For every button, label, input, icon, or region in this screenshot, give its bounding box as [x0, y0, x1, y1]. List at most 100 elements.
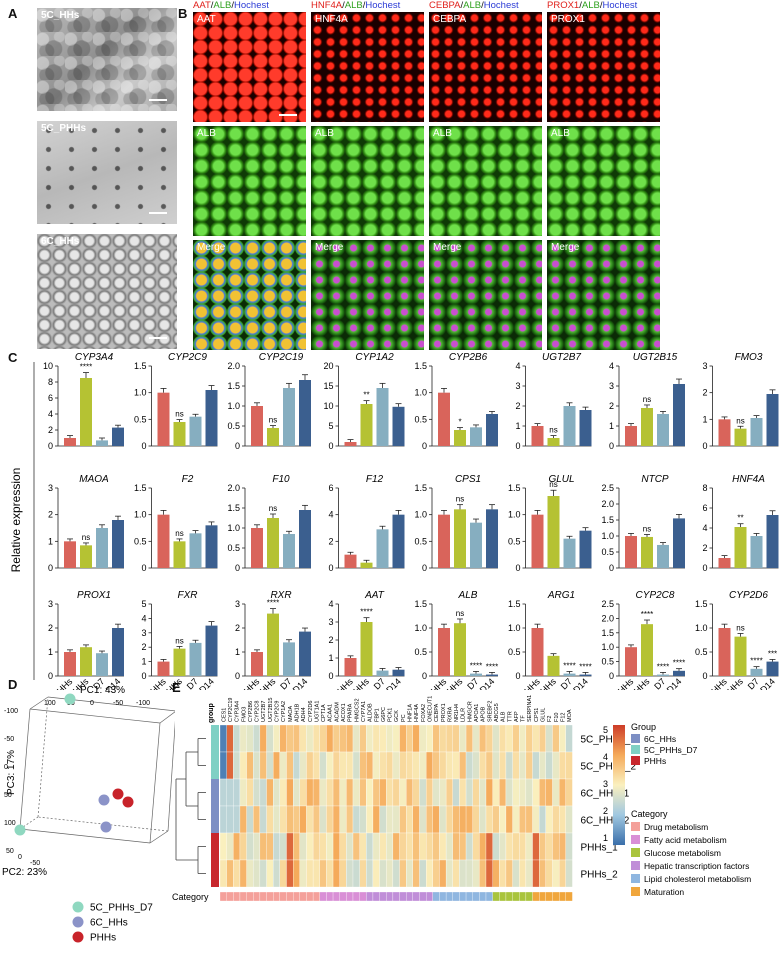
category-strip-cell [312, 891, 320, 902]
gene-title: NTCP [641, 474, 669, 485]
heatmap-cell [266, 832, 274, 861]
heatmap-cell [332, 859, 340, 888]
heatmap-cell [319, 832, 327, 861]
bar-6c_hhs [80, 378, 92, 446]
bar-5c_phhs_d14 [299, 380, 311, 446]
bar-6c_hhs [173, 648, 186, 676]
heatmap-cell [366, 859, 374, 888]
heatmap-cell [372, 751, 380, 780]
heatmap-cell [319, 724, 327, 753]
category-strip-cell [525, 891, 533, 902]
heatmap-cell [392, 724, 400, 753]
if-tile-cebpa-row2: ALB [429, 126, 542, 236]
heatmap-cell [246, 805, 254, 834]
heatmap-cell [386, 724, 394, 753]
heatmap-cell [452, 832, 460, 861]
heatmap-cell [226, 751, 234, 780]
y-tick-label: 0 [235, 441, 240, 451]
heatmap-cell [293, 724, 300, 753]
gene-label: F10 [554, 713, 560, 722]
pc1-tick-label: 0 [90, 700, 94, 707]
bar-6c_hhs [734, 636, 747, 676]
heatmap-cell [465, 724, 473, 753]
heatmap-cell [412, 805, 420, 834]
heatmap-cell [432, 832, 440, 861]
y-tick-label: 1.0 [695, 623, 708, 633]
heatmap-cell [539, 832, 547, 861]
heatmap-cell [425, 805, 433, 834]
row-label: PHHs_1 [580, 843, 618, 854]
bar-5c_phhs_d7 [189, 533, 202, 568]
row-label: 6C_HHs_2 [580, 816, 629, 827]
colorbar-tick-label: 4 [603, 752, 608, 762]
heatmap-cell [425, 832, 433, 861]
y-tick-label: 0 [609, 671, 614, 681]
stain-title-hnf4a: HNF4A/ALB/Hochest [311, 0, 400, 11]
bar-phhs [251, 652, 263, 676]
y-tick-label: 1.5 [134, 483, 147, 493]
heatmap-cell [326, 859, 334, 888]
bar-5c_phhs_d14 [766, 661, 779, 676]
y-tick-label: 2 [609, 401, 614, 411]
heatmap-cell [552, 805, 560, 834]
y-tick-label: 1.0 [134, 388, 147, 398]
y-tick-label: 2.0 [601, 499, 614, 509]
bar-5c_phhs_d7 [189, 642, 202, 676]
gene-label: CYP2C9 [275, 701, 281, 722]
gene-label: RXRA [447, 706, 453, 722]
category-strip-cell [492, 891, 500, 902]
y-tick-label: 6 [48, 393, 53, 403]
y-tick-label: 4 [328, 599, 333, 609]
heatmap-cell [339, 832, 347, 861]
pc2-tick-label: 50 [6, 848, 14, 855]
heatmap-cell [492, 751, 500, 780]
stain-title-segment: Hochest [365, 0, 401, 11]
heatmap-cell [565, 805, 573, 834]
gene-label: ALDOB [368, 703, 374, 722]
category-strip-cell [512, 891, 520, 902]
pca-cube-edge [19, 828, 151, 844]
pc2-tick-label: -50 [30, 860, 40, 867]
y-tick-label: 3 [48, 599, 53, 609]
bar-5c_phhs_d14 [579, 530, 592, 568]
heatmap-cell [299, 724, 307, 753]
category-legend-swatch [631, 861, 640, 870]
heatmap-cell [352, 778, 360, 807]
tile-label: Merge [551, 242, 580, 253]
y-tick-label: 2 [702, 388, 707, 398]
y-tick-label: 0 [141, 671, 146, 681]
heatmap-cell [425, 724, 433, 753]
significance-label: ns [175, 410, 183, 419]
y-tick-label: 2.5 [601, 483, 614, 493]
category-strip-cell [445, 891, 453, 902]
bar-chart-fmo3: FMO3 0 1 2 3 ns [702, 352, 779, 451]
heatmap-cell [479, 805, 487, 834]
heatmap-cell [253, 751, 261, 780]
bar-chart-arg1: ARG100.51.01.5PHHs6C_HHs****5C_PHHs_D7**… [508, 590, 592, 690]
bar-5c_phhs_d14 [205, 390, 218, 446]
y-tick-label: 4 [141, 613, 146, 623]
gene-title: CYP2C19 [259, 352, 304, 363]
category-legend-swatch [631, 887, 640, 896]
group-strip-cell [211, 806, 219, 833]
y-tick-label: 1.5 [134, 361, 147, 371]
bar-chart-maoa: MAOA 0 1 2 3 ns [48, 474, 124, 573]
y-tick-label: 10 [43, 361, 53, 371]
heatmap-cell [558, 778, 566, 807]
heatmap-cell [366, 778, 374, 807]
tile-texture [429, 240, 542, 350]
category-strip-cell [439, 891, 447, 902]
heatmap-cell [306, 751, 314, 780]
heatmap-cell [326, 832, 334, 861]
y-tick-label: 1 [141, 657, 146, 667]
heatmap-cell [372, 778, 380, 807]
gene-label: CYP2C19 [228, 698, 234, 722]
group-legend-label: 5C_PHHs_D7 [644, 745, 698, 755]
gene-title: UGT2B7 [542, 352, 581, 363]
gene-label: UGT1A1 [314, 701, 320, 722]
panel-label-c: C [8, 350, 18, 365]
heatmap-cell [445, 778, 453, 807]
heatmap-cell [253, 859, 261, 888]
heatmap-cell [259, 805, 267, 834]
group-strip-cell [211, 779, 219, 806]
